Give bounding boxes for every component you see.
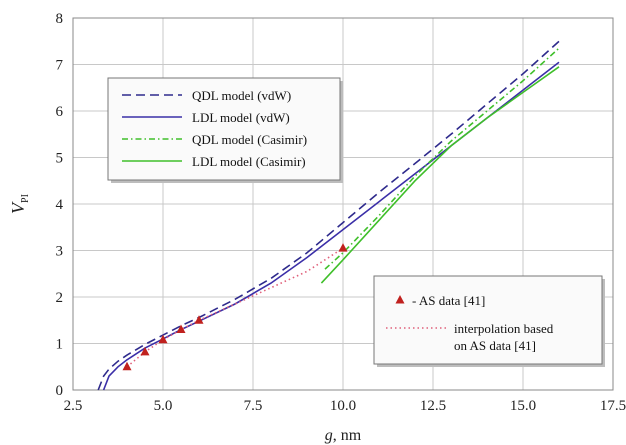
y-tick-label: 1 [56,337,64,353]
legend-label-line2: on AS data [41] [454,338,536,353]
y-tick-label: 7 [56,58,64,74]
y-tick-label: 6 [56,104,64,120]
legend-as-data: - AS data [41] interpolation based on AS d… [373,275,605,367]
series-line-3 [320,66,560,284]
x-axis-title: g, nm [325,427,362,444]
legend-box [107,77,341,181]
plot-frame [72,17,614,391]
x-tick-label: 12.5 [420,398,446,414]
as-data-point [122,361,132,371]
legend-label: - AS data [41] [412,293,485,308]
y-axis-title: VPI [8,194,31,214]
x-tick-label: 2.5 [64,398,83,414]
as-data-point [194,315,204,324]
series-line-2 [324,47,560,270]
as-data-point [338,243,348,252]
y-tick-label: 0 [56,383,64,399]
legend-label: interpolation based [454,321,554,336]
x-tick-labels: 2.5 5.0 7.5 10.0 12.5 15.0 17.5 [64,398,626,414]
y-tick-label: 8 [56,11,64,27]
y-tick-label: 4 [56,197,64,213]
x-tick-label: 17.5 [600,398,626,414]
y-tick-label: 2 [56,290,64,306]
legend-models: QDL model (vdW) LDL model (vdW) QDL model … [107,77,343,183]
series-line-4 [126,247,344,368]
x-tick-label: 10.0 [330,398,356,414]
y-axis-title-var: V [8,201,28,214]
marker-layer [122,243,348,371]
y-tick-label: 5 [56,151,64,167]
as-data-point [176,324,186,334]
y-tick-labels: 0 1 2 3 4 5 6 7 8 [56,11,64,399]
x-tick-label: 7.5 [244,398,263,414]
x-axis-title-unit: , nm [333,427,362,444]
as-data-point [158,334,168,344]
y-tick-label: 3 [56,244,64,260]
y-axis-title-sub: PI [20,194,31,203]
series-line-0 [97,40,560,391]
legend-box [373,275,603,365]
legend-label: QDL model (vdW) [192,88,291,103]
x-tick-label: 5.0 [154,398,173,414]
x-axis-title-var: g [325,427,333,444]
legend-label: QDL model (Casimir) [192,132,307,147]
legend-marker [395,295,405,304]
x-tick-label: 15.0 [510,398,536,414]
as-data-point [140,346,150,356]
legend-label: LDL model (vdW) [192,110,290,125]
legend-label: LDL model (Casimir) [192,154,306,169]
